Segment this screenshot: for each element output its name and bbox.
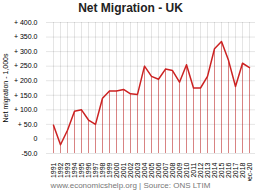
svg-text:2010: 2010: [183, 162, 190, 178]
svg-text:+ 250.0: + 250.0: [14, 62, 38, 69]
svg-text:+ 400.0: + 400.0: [14, 19, 38, 26]
svg-text:2012: 2012: [197, 162, 204, 178]
svg-text:1993: 1993: [64, 162, 71, 178]
svg-text:2017: 2017: [232, 162, 239, 178]
svg-text:-50.0: -50.0: [22, 150, 38, 157]
svg-text:2016: 2016: [225, 162, 232, 178]
svg-text:2007: 2007: [162, 162, 169, 178]
svg-text:2001: 2001: [120, 162, 127, 178]
svg-text:2005: 2005: [148, 162, 155, 178]
svg-text:+ 300.0: + 300.0: [14, 48, 38, 55]
svg-text:2006: 2006: [155, 162, 162, 178]
svg-text:2018: 2018: [239, 162, 246, 178]
svg-text:+ 200.0: + 200.0: [14, 77, 38, 84]
svg-text:+ 350.0: + 350.0: [14, 33, 38, 40]
svg-text:1999: 1999: [106, 162, 113, 178]
svg-text:Dec-20: Dec-20: [246, 162, 253, 181]
svg-text:2008: 2008: [169, 162, 176, 178]
svg-text:Net migration - 1,000s: Net migration - 1,000s: [2, 53, 10, 122]
svg-text:1991: 1991: [50, 162, 57, 178]
svg-text:0: 0: [34, 135, 38, 142]
svg-text:1998: 1998: [99, 162, 106, 178]
svg-text:1992: 1992: [57, 162, 64, 178]
svg-text:2015: 2015: [218, 162, 225, 178]
svg-text:+ 100.0: + 100.0: [14, 106, 38, 113]
svg-text:1995: 1995: [78, 162, 85, 178]
html-text:www.economicshelp.org | Source: www.economicshelp.org | Source: ONS LTIM: [50, 181, 211, 190]
svg-text:2014: 2014: [211, 162, 218, 178]
svg-text:1996: 1996: [85, 162, 92, 178]
svg-text:2000: 2000: [113, 162, 120, 178]
html-text:Net Migration - UK: Net Migration - UK: [78, 1, 183, 15]
svg-text:1997: 1997: [92, 162, 99, 178]
svg-text:2003: 2003: [134, 162, 141, 178]
svg-text:+ 150.0: + 150.0: [14, 92, 38, 99]
svg-text:2004: 2004: [141, 162, 148, 178]
svg-text:2009: 2009: [176, 162, 183, 178]
svg-text:2013: 2013: [204, 162, 211, 178]
svg-text:2002: 2002: [127, 162, 134, 178]
svg-text:1994: 1994: [71, 162, 78, 178]
svg-text:+ 50.0: + 50.0: [18, 121, 38, 128]
svg-text:2011: 2011: [190, 162, 197, 177]
